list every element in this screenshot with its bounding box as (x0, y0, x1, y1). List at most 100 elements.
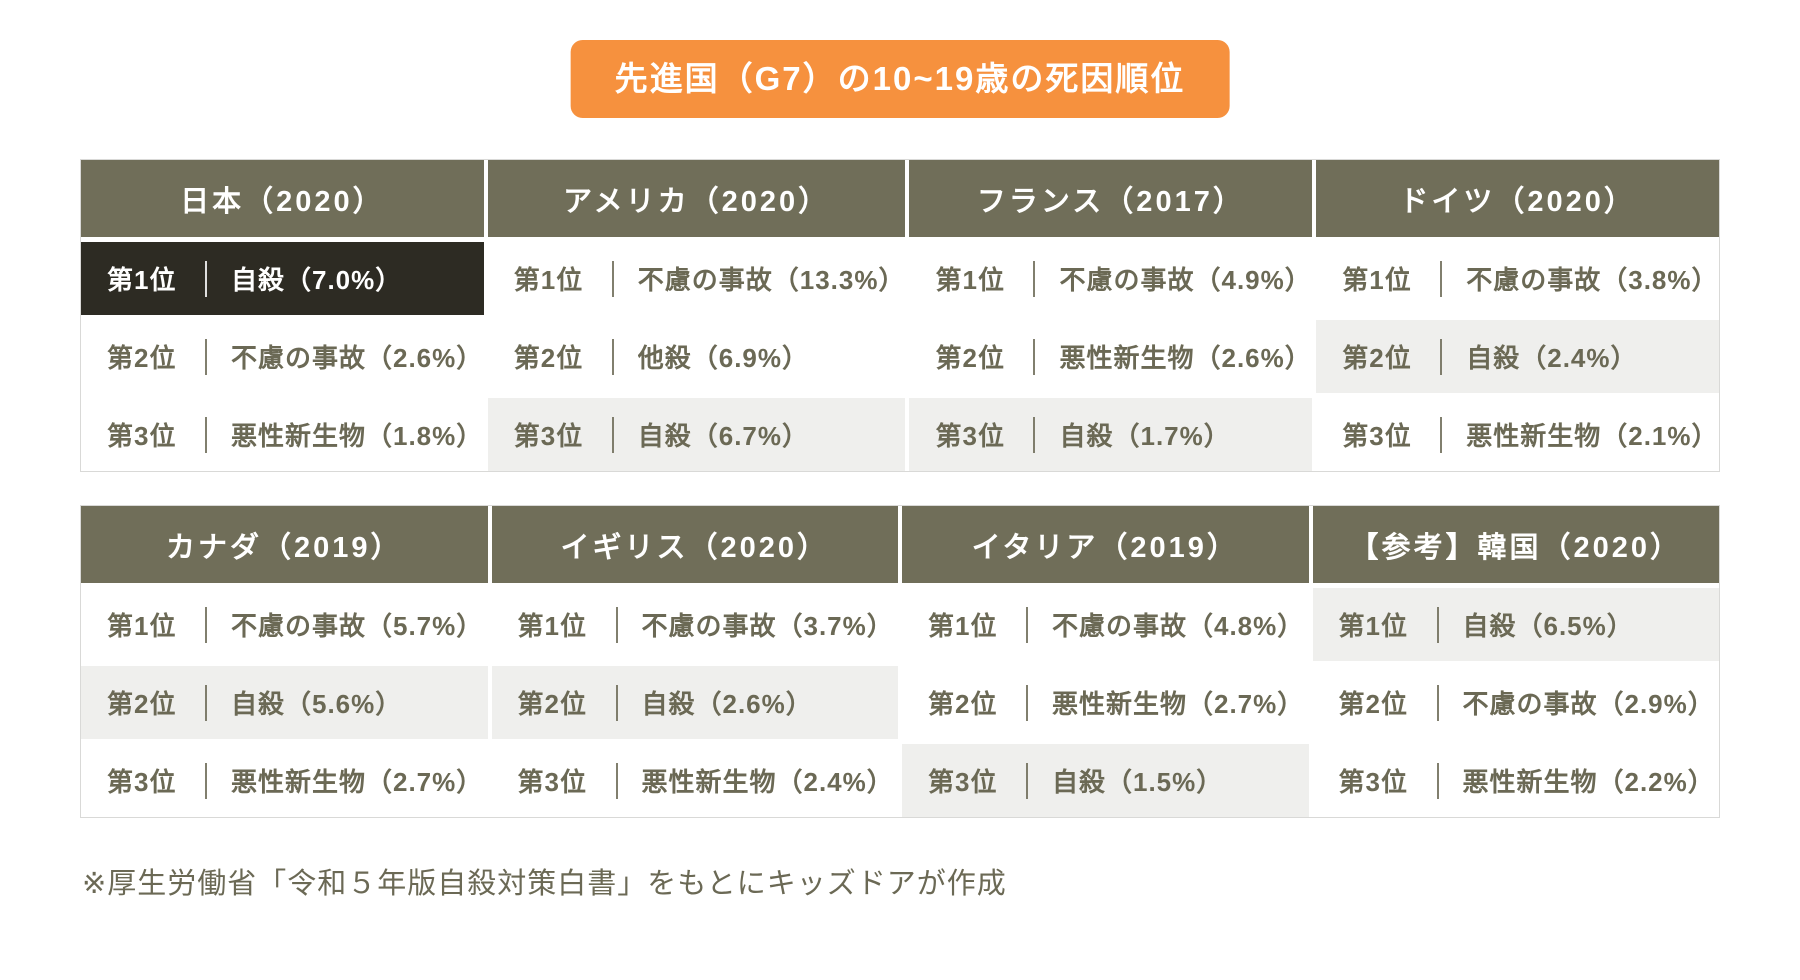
rank-divider-line (615, 762, 618, 799)
rank-label: 第2位 (517, 689, 587, 719)
country-column: フランス（2017） 第1位 不慮の事故（4.9%） 第2位 悪性新生物（2.6%） 第3… (909, 160, 1313, 471)
rank-label: 第2位 (928, 689, 998, 719)
rank-label: 第1位 (928, 611, 998, 641)
rank-divider-line (1440, 416, 1443, 453)
rank-label: 第1位 (513, 265, 584, 295)
rank-label: 第3位 (928, 767, 998, 797)
country-column: イギリス（2020） 第1位 不慮の事故（3.7%） 第2位 自殺（2.6%） 第3位 悪性… (491, 506, 898, 817)
rank-cell: 第1位 自殺（7.0%） (81, 242, 484, 315)
cause-text: 不慮の事故（13.3%） (637, 265, 906, 295)
rank-cell: 第2位 他殺（6.9%） (487, 320, 906, 393)
cause-text: 自殺（6.7%） (637, 421, 810, 451)
country-column: ドイツ（2020） 第1位 不慮の事故（3.8%） 第2位 自殺（2.4%） 第3位 悪性新… (1316, 160, 1719, 471)
country-column: 【参考】韓国（2020） 第1位 自殺（6.5%） 第2位 不慮の事故（2.9%） 第3位… (1312, 506, 1719, 817)
cause-text: 他殺（6.9%） (637, 343, 810, 373)
cause-text: 悪性新生物（2.2%） (1462, 767, 1715, 797)
rank-divider-line (1440, 260, 1443, 297)
country-header: 日本（2020） (81, 160, 484, 237)
tables-area: 日本（2020） 第1位 自殺（7.0%） 第2位 不慮の事故（2.6%） 第3位 悪性新生… (80, 159, 1720, 818)
rank-cell: 第3位 悪性新生物（2.4%） (491, 744, 898, 817)
rank-cell: 第1位 不慮の事故（3.7%） (491, 588, 898, 661)
rank-cell: 第2位 悪性新生物（2.7%） (902, 666, 1309, 739)
rank-cell: 第1位 不慮の事故（4.9%） (909, 242, 1313, 315)
cause-text: 不慮の事故（3.8%） (1466, 265, 1719, 295)
rank-cell: 第3位 自殺（6.7%） (487, 398, 906, 471)
rank-cell: 第1位 自殺（6.5%） (1312, 588, 1719, 661)
rank-label: 第2位 (1338, 689, 1408, 719)
cause-text: 悪性新生物（2.1%） (1466, 421, 1719, 451)
rank-divider-line (205, 606, 207, 643)
rank-divider-line (205, 416, 207, 453)
rank-label: 第1位 (517, 611, 587, 641)
country-header: アメリカ（2020） (487, 160, 906, 237)
rank-divider-line (1033, 260, 1036, 297)
rank-label: 第1位 (107, 611, 177, 641)
cause-text: 不慮の事故（4.8%） (1052, 611, 1305, 641)
country-header: カナダ（2019） (81, 506, 488, 583)
rank-label: 第2位 (513, 343, 584, 373)
cause-text: 自殺（2.6%） (641, 689, 813, 719)
cause-text: 自殺（7.0%） (231, 265, 403, 295)
rank-cell: 第1位 不慮の事故（5.7%） (81, 588, 488, 661)
country-header: 【参考】韓国（2020） (1312, 506, 1719, 583)
cause-text: 自殺（1.5%） (1052, 767, 1224, 797)
country-column: 日本（2020） 第1位 自殺（7.0%） 第2位 不慮の事故（2.6%） 第3位 悪性新生… (81, 160, 484, 471)
rank-divider-line (1033, 416, 1036, 453)
g7-table-top: 日本（2020） 第1位 自殺（7.0%） 第2位 不慮の事故（2.6%） 第3位 悪性新生… (80, 159, 1720, 472)
rank-divider-line (205, 684, 207, 721)
cause-text: 悪性新生物（1.8%） (231, 421, 484, 451)
rank-cell: 第2位 悪性新生物（2.6%） (909, 320, 1313, 393)
rank-cell: 第2位 自殺（5.6%） (81, 666, 488, 739)
rank-label: 第3位 (517, 767, 587, 797)
rank-divider-line (615, 684, 618, 721)
rank-cell: 第3位 悪性新生物（2.7%） (81, 744, 488, 817)
country-header: イタリア（2019） (902, 506, 1309, 583)
rank-cell: 第3位 悪性新生物（2.2%） (1312, 744, 1719, 817)
rank-label: 第1位 (1342, 265, 1412, 295)
rank-cell: 第1位 不慮の事故（13.3%） (487, 242, 906, 315)
rank-label: 第1位 (107, 265, 177, 295)
rank-label: 第2位 (1342, 343, 1412, 373)
rank-label: 第3位 (107, 767, 177, 797)
rank-label: 第3位 (107, 421, 177, 451)
cause-text: 不慮の事故（2.6%） (231, 343, 484, 373)
cause-text: 不慮の事故（4.9%） (1059, 265, 1312, 295)
rank-cell: 第3位 自殺（1.7%） (909, 398, 1313, 471)
rank-label: 第3位 (1338, 767, 1408, 797)
cause-text: 不慮の事故（5.7%） (231, 611, 484, 641)
page-title: 先進国（G7）の10~19歳の死因順位 (570, 40, 1230, 118)
rank-divider-line (615, 606, 618, 643)
rank-cell: 第1位 不慮の事故（3.8%） (1316, 242, 1719, 315)
country-header: フランス（2017） (909, 160, 1313, 237)
rank-cell: 第3位 自殺（1.5%） (902, 744, 1309, 817)
rank-label: 第2位 (107, 343, 177, 373)
rank-divider-line (1026, 684, 1028, 721)
rank-cell: 第3位 悪性新生物（2.1%） (1316, 398, 1719, 471)
rank-label: 第3位 (1342, 421, 1412, 451)
rank-divider-line (1440, 338, 1443, 375)
rank-label: 第3位 (513, 421, 584, 451)
rank-label: 第3位 (935, 421, 1005, 451)
rank-label: 第2位 (107, 689, 177, 719)
rank-divider-line (1436, 606, 1439, 643)
rank-divider-line (1026, 762, 1028, 799)
rank-divider-line (205, 762, 207, 799)
cause-text: 不慮の事故（3.7%） (641, 611, 894, 641)
cause-text: 悪性新生物（2.7%） (1052, 689, 1305, 719)
country-header: イギリス（2020） (491, 506, 898, 583)
rank-cell: 第2位 自殺（2.6%） (491, 666, 898, 739)
country-header: ドイツ（2020） (1316, 160, 1719, 237)
rank-divider-line (611, 260, 614, 297)
cause-text: 悪性新生物（2.7%） (231, 767, 484, 797)
cause-text: 悪性新生物（2.6%） (1059, 343, 1312, 373)
cause-text: 自殺（1.7%） (1059, 421, 1231, 451)
cause-text: 悪性新生物（2.4%） (641, 767, 894, 797)
rank-divider-line (1026, 606, 1028, 643)
cause-text: 不慮の事故（2.9%） (1462, 689, 1715, 719)
rank-cell: 第3位 悪性新生物（1.8%） (81, 398, 484, 471)
source-note: ※厚生労働省「令和５年版自殺対策白書」をもとにキッズドアが作成 (82, 868, 1007, 900)
rank-divider-line (1436, 684, 1439, 721)
rank-divider-line (205, 338, 207, 375)
rank-label: 第1位 (1338, 611, 1408, 641)
country-column: イタリア（2019） 第1位 不慮の事故（4.8%） 第2位 悪性新生物（2.7%） 第3… (902, 506, 1309, 817)
